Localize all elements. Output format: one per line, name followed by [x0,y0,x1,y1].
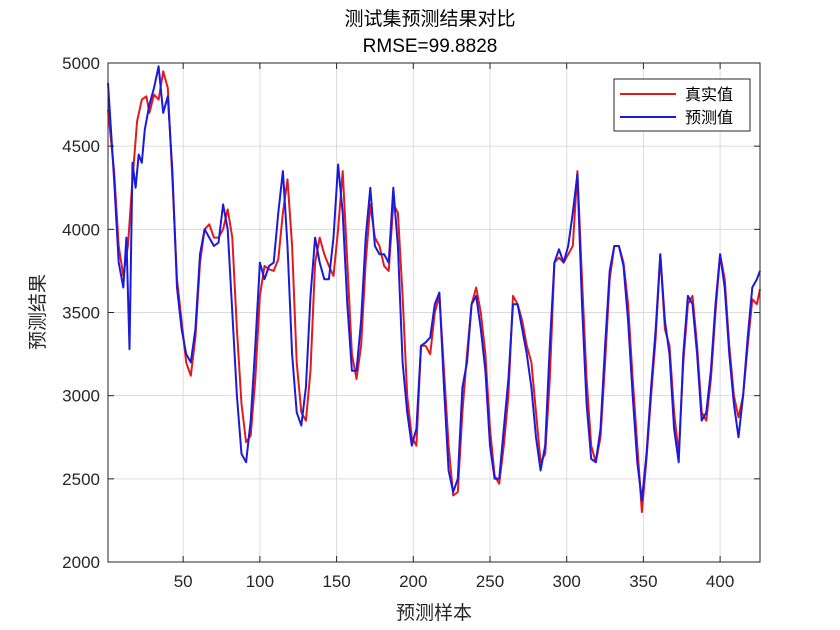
series-layer [107,65,761,514]
legend: 真实值 预测值 [613,78,751,132]
x-tick-label: 250 [476,572,504,591]
y-tick-label: 5000 [62,54,100,73]
y-tick-label: 3000 [62,387,100,406]
y-tick-label: 3500 [62,304,100,323]
axis-ticks: 50 100 150 200 250 300 350 400 2000 2500 3000 3500 4… [62,54,760,591]
y-tick-label: 4000 [62,220,100,239]
x-tick-label: 300 [553,572,581,591]
legend-box [613,78,751,132]
chart-subtitle: RMSE=99.8828 [363,36,498,57]
y-tick-label: 2000 [62,553,100,572]
x-tick-label: 400 [706,572,734,591]
y-tick-label: 4500 [62,137,100,156]
series-line-pred [107,65,761,502]
legend-label-pred: 预测值 [685,108,733,127]
legend-label-true: 真实值 [685,85,733,104]
x-tick-label: 100 [246,572,274,591]
x-axis-label: 预测样本 [396,602,472,624]
x-tick-label: 150 [322,572,350,591]
chart-title: 测试集预测结果对比 [344,8,515,30]
y-axis-label: 预测结果 [27,274,49,350]
y-tick-label: 2500 [62,470,100,489]
x-tick-label: 50 [174,572,193,591]
x-tick-label: 350 [629,572,657,591]
x-tick-label: 200 [399,572,427,591]
